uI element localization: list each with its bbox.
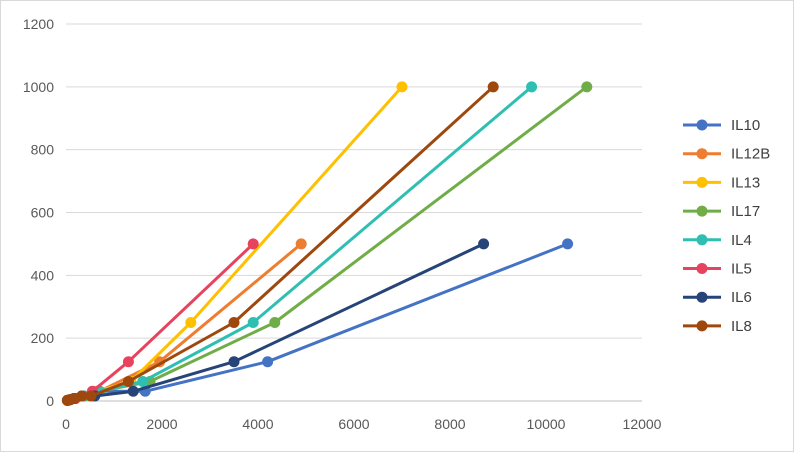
series-line <box>65 85 589 402</box>
data-point <box>269 316 281 328</box>
legend-item-il4: IL4 <box>683 232 752 249</box>
series-il8 <box>61 81 499 406</box>
data-point <box>185 316 197 328</box>
data-point <box>228 316 240 328</box>
legend-label: IL12B <box>731 146 770 163</box>
y-tick-label: 200 <box>31 330 55 346</box>
y-tick-label: 1000 <box>23 79 54 95</box>
data-point <box>478 238 490 250</box>
legend-label: IL13 <box>731 174 760 191</box>
data-point <box>396 81 408 93</box>
legend-marker <box>696 176 708 188</box>
gridlines <box>66 23 642 402</box>
data-point <box>247 316 259 328</box>
y-tick-label: 0 <box>46 393 54 409</box>
series-il17 <box>61 81 593 406</box>
legend-item-il17: IL17 <box>683 203 760 220</box>
plot-area <box>61 81 593 406</box>
legend-label: IL4 <box>731 232 752 249</box>
data-point <box>262 356 274 368</box>
x-tick-label: 8000 <box>434 416 465 432</box>
series-line <box>65 85 495 402</box>
legend-label: IL10 <box>731 117 760 134</box>
data-point <box>76 390 88 402</box>
legend-marker <box>696 320 708 332</box>
data-point <box>122 376 134 388</box>
data-point <box>247 238 259 250</box>
x-tick-label: 10000 <box>527 416 566 432</box>
y-tick-label: 600 <box>31 205 55 221</box>
x-tick-label: 0 <box>62 416 70 432</box>
y-axis-ticks: 0 200 400 600 800 1000 1200 <box>23 16 54 409</box>
legend-label: IL8 <box>731 318 752 335</box>
legend-label: IL6 <box>731 289 752 306</box>
x-tick-label: 6000 <box>338 416 369 432</box>
legend-marker <box>696 234 708 246</box>
y-tick-label: 800 <box>31 142 55 158</box>
x-tick-label: 12000 <box>623 416 662 432</box>
legend-marker <box>696 119 708 131</box>
x-tick-label: 2000 <box>146 416 177 432</box>
x-tick-label: 4000 <box>242 416 273 432</box>
y-tick-label: 1200 <box>23 16 54 32</box>
data-point <box>228 356 240 368</box>
legend-item-il8: IL8 <box>683 318 752 335</box>
data-point <box>526 81 538 93</box>
legend-item-il12b: IL12B <box>683 146 770 163</box>
data-point <box>562 238 574 250</box>
legend-marker <box>696 205 708 217</box>
data-point <box>137 376 149 388</box>
legend-item-il5: IL5 <box>683 261 752 278</box>
legend-item-il10: IL10 <box>683 117 760 134</box>
x-axis-ticks: 0 2000 4000 6000 8000 10000 12000 <box>62 416 662 432</box>
data-point <box>127 385 139 397</box>
legend: IL10 IL12B IL13 IL17 IL4 IL5 IL6 IL8 <box>683 117 770 335</box>
data-point <box>85 390 97 402</box>
legend-label: IL5 <box>731 261 752 278</box>
y-tick-label: 400 <box>31 267 55 283</box>
legend-marker <box>696 291 708 303</box>
series-line <box>65 85 404 402</box>
data-point <box>295 238 307 250</box>
data-point <box>487 81 499 93</box>
legend-item-il6: IL6 <box>683 289 752 306</box>
data-point <box>581 81 593 93</box>
legend-label: IL17 <box>731 203 760 220</box>
data-point <box>122 356 134 368</box>
legend-item-il13: IL13 <box>683 174 760 191</box>
legend-marker <box>696 263 708 274</box>
legend-marker <box>696 148 708 160</box>
